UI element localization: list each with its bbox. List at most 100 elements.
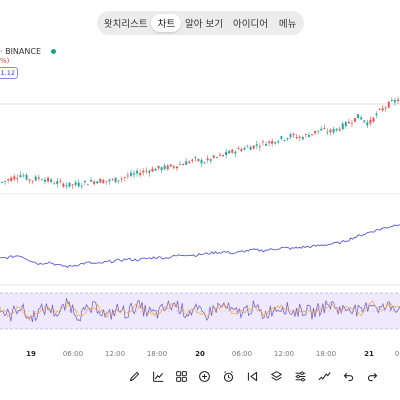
candle-body [10,177,13,182]
candle-body [249,146,252,150]
candle-body [65,185,68,187]
candle-body [252,145,255,149]
candle-body [175,166,178,169]
candle-body [304,134,307,136]
time-tick: 06:00 [62,350,84,358]
candle-body [4,181,7,182]
candle-body [320,128,323,131]
candle-body [347,121,350,124]
candle-body [102,180,105,184]
candle-body [43,179,46,182]
candle-body [62,183,65,187]
exchange-label: · BINANCE [0,47,42,56]
candle-body [74,182,77,185]
indicator-line [0,224,400,269]
candle-body [169,164,172,167]
candle-body [268,141,271,143]
candle-body [234,151,237,154]
candle-body [151,168,154,172]
time-tick: 0 [394,350,400,358]
rsi-line [0,298,400,323]
layers-icon[interactable] [268,368,284,384]
candle-body [99,178,102,183]
candle-body [354,118,357,122]
candle-body [123,177,126,178]
time-tick: 12:00 [104,350,126,358]
candle-body [172,166,175,168]
candlestick-series [1,96,399,190]
candle-body [93,181,96,184]
candle-body [191,159,194,161]
candle-body [37,177,40,179]
time-axis: 19 06:00 12:00 18:00 20 06:00 12:00 18:0… [0,348,400,362]
candle-body [255,144,258,146]
tab-watchlist[interactable]: 왓치리스트 [103,19,148,30]
candle-body [50,179,53,182]
candle-body [59,180,62,182]
candle-body [384,107,387,109]
candle-body [360,117,363,120]
tab-ideas[interactable]: 아이디어 [233,19,268,30]
candle-body [129,172,132,176]
candle-body [369,119,372,124]
price-label[interactable]: 1.12 [0,67,18,79]
trend-chart-icon[interactable] [150,368,166,384]
candle-body [200,159,203,164]
candle-body [16,178,19,179]
grid-icon[interactable] [173,368,189,384]
replay-icon[interactable] [244,368,260,384]
candle-body [338,128,341,131]
candle-body [80,185,83,187]
price-chart[interactable] [0,0,400,348]
time-tick: 19 [26,350,36,358]
tab-explore[interactable]: 알아 보기 [184,19,223,30]
candle-body [366,122,369,126]
candle-body [154,168,157,171]
candle-body [142,170,145,173]
candle-body [261,141,264,143]
candle-body [163,165,166,170]
candle-body [203,162,206,164]
candle-body [188,161,191,164]
add-circle-icon[interactable] [196,368,212,384]
candle-body [298,136,301,138]
undo-icon[interactable] [340,368,356,384]
candle-body [179,164,182,166]
candle-body [246,146,249,148]
candle-body [56,181,59,185]
sliders-icon[interactable] [292,368,308,384]
candle-body [77,182,80,187]
indicator-wave-icon[interactable] [316,368,332,384]
top-area: 왓치리스트 차트 알아 보기 아이디어 메뉴 [0,0,400,40]
candle-body [283,140,286,141]
candle-body [83,180,86,183]
candle-body [117,180,120,182]
pencil-icon[interactable] [126,368,142,384]
alarm-clock-icon[interactable] [220,368,236,384]
time-tick: 21 [364,350,374,358]
candle-body [326,131,329,133]
candle-body [378,109,381,110]
candle-body [71,184,74,186]
candle-body [206,158,209,161]
candle-body [108,179,111,182]
candle-body [145,170,148,172]
candle-body [7,179,10,181]
candle-body [90,179,93,182]
candle-body [139,173,142,176]
candle-body [329,129,332,133]
candle-body [19,175,22,178]
tab-menu[interactable]: 메뉴 [278,19,297,30]
candle-body [350,122,353,124]
candle-body [363,120,366,122]
symbol-label[interactable]: · BINANCE [0,47,41,56]
candle-body [307,134,310,137]
candle-body [240,149,243,151]
time-tick: 12:00 [273,350,295,358]
candle-body [34,176,37,181]
candle-body [22,175,25,177]
candle-body [271,141,274,144]
tab-chart[interactable]: 차트 [151,14,182,32]
candle-body [148,170,151,173]
redo-icon[interactable] [364,368,380,384]
